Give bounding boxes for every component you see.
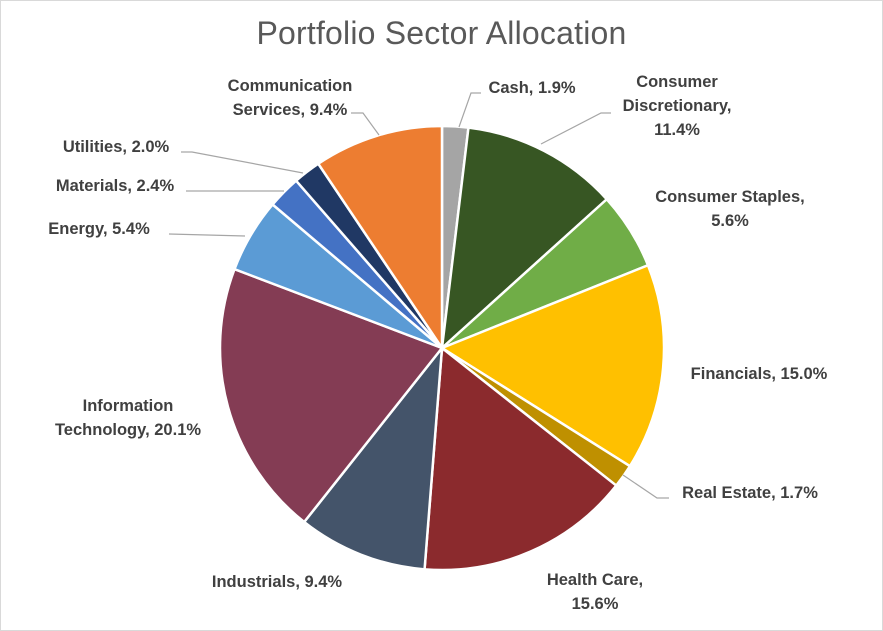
pie-slice-consumer-discretionary xyxy=(440,126,609,352)
leader-line-cash xyxy=(458,92,481,128)
data-label-communication-services: Communication Services, 9.4% xyxy=(228,77,353,119)
data-label-consumer-staples: Consumer Staples, 5.6% xyxy=(655,188,804,230)
data-label-financials: Financials, 15.0% xyxy=(691,365,828,383)
leader-line-communication-services xyxy=(351,112,380,136)
data-label-energy: Energy, 5.4% xyxy=(48,220,150,238)
chart-title: Portfolio Sector Allocation xyxy=(256,15,627,51)
pie-slice-information-technology xyxy=(218,267,445,524)
data-label-utilities: Utilities, 2.0% xyxy=(63,138,170,156)
leader-line-consumer-discretionary xyxy=(540,112,611,145)
data-label-consumer-discretionary: Consumer Discretionary, 11.4% xyxy=(623,73,732,139)
data-label-information-technology: Information Technology, 20.1% xyxy=(55,397,201,439)
data-label-cash: Cash, 1.9% xyxy=(488,79,575,97)
leader-lines xyxy=(168,92,669,499)
leader-line-real-estate xyxy=(622,474,669,499)
pie-slice-communication-services xyxy=(316,124,444,353)
data-labels: Cash, 1.9% Consumer Discretionary, 11.4% Con… xyxy=(48,73,827,613)
data-label-real-estate: Real Estate, 1.7% xyxy=(682,484,818,502)
pie-slice-industrials xyxy=(302,344,444,571)
pie-slice-financials xyxy=(439,263,666,468)
leader-line-utilities xyxy=(181,151,304,174)
data-label-materials: Materials, 2.4% xyxy=(56,177,175,195)
pie-slices xyxy=(218,124,666,572)
leader-line-energy xyxy=(168,233,246,237)
pie-slice-health-care xyxy=(423,345,619,572)
data-label-health-care: Health Care, 15.6% xyxy=(547,571,643,613)
data-label-industrials: Industrials, 9.4% xyxy=(212,573,343,591)
